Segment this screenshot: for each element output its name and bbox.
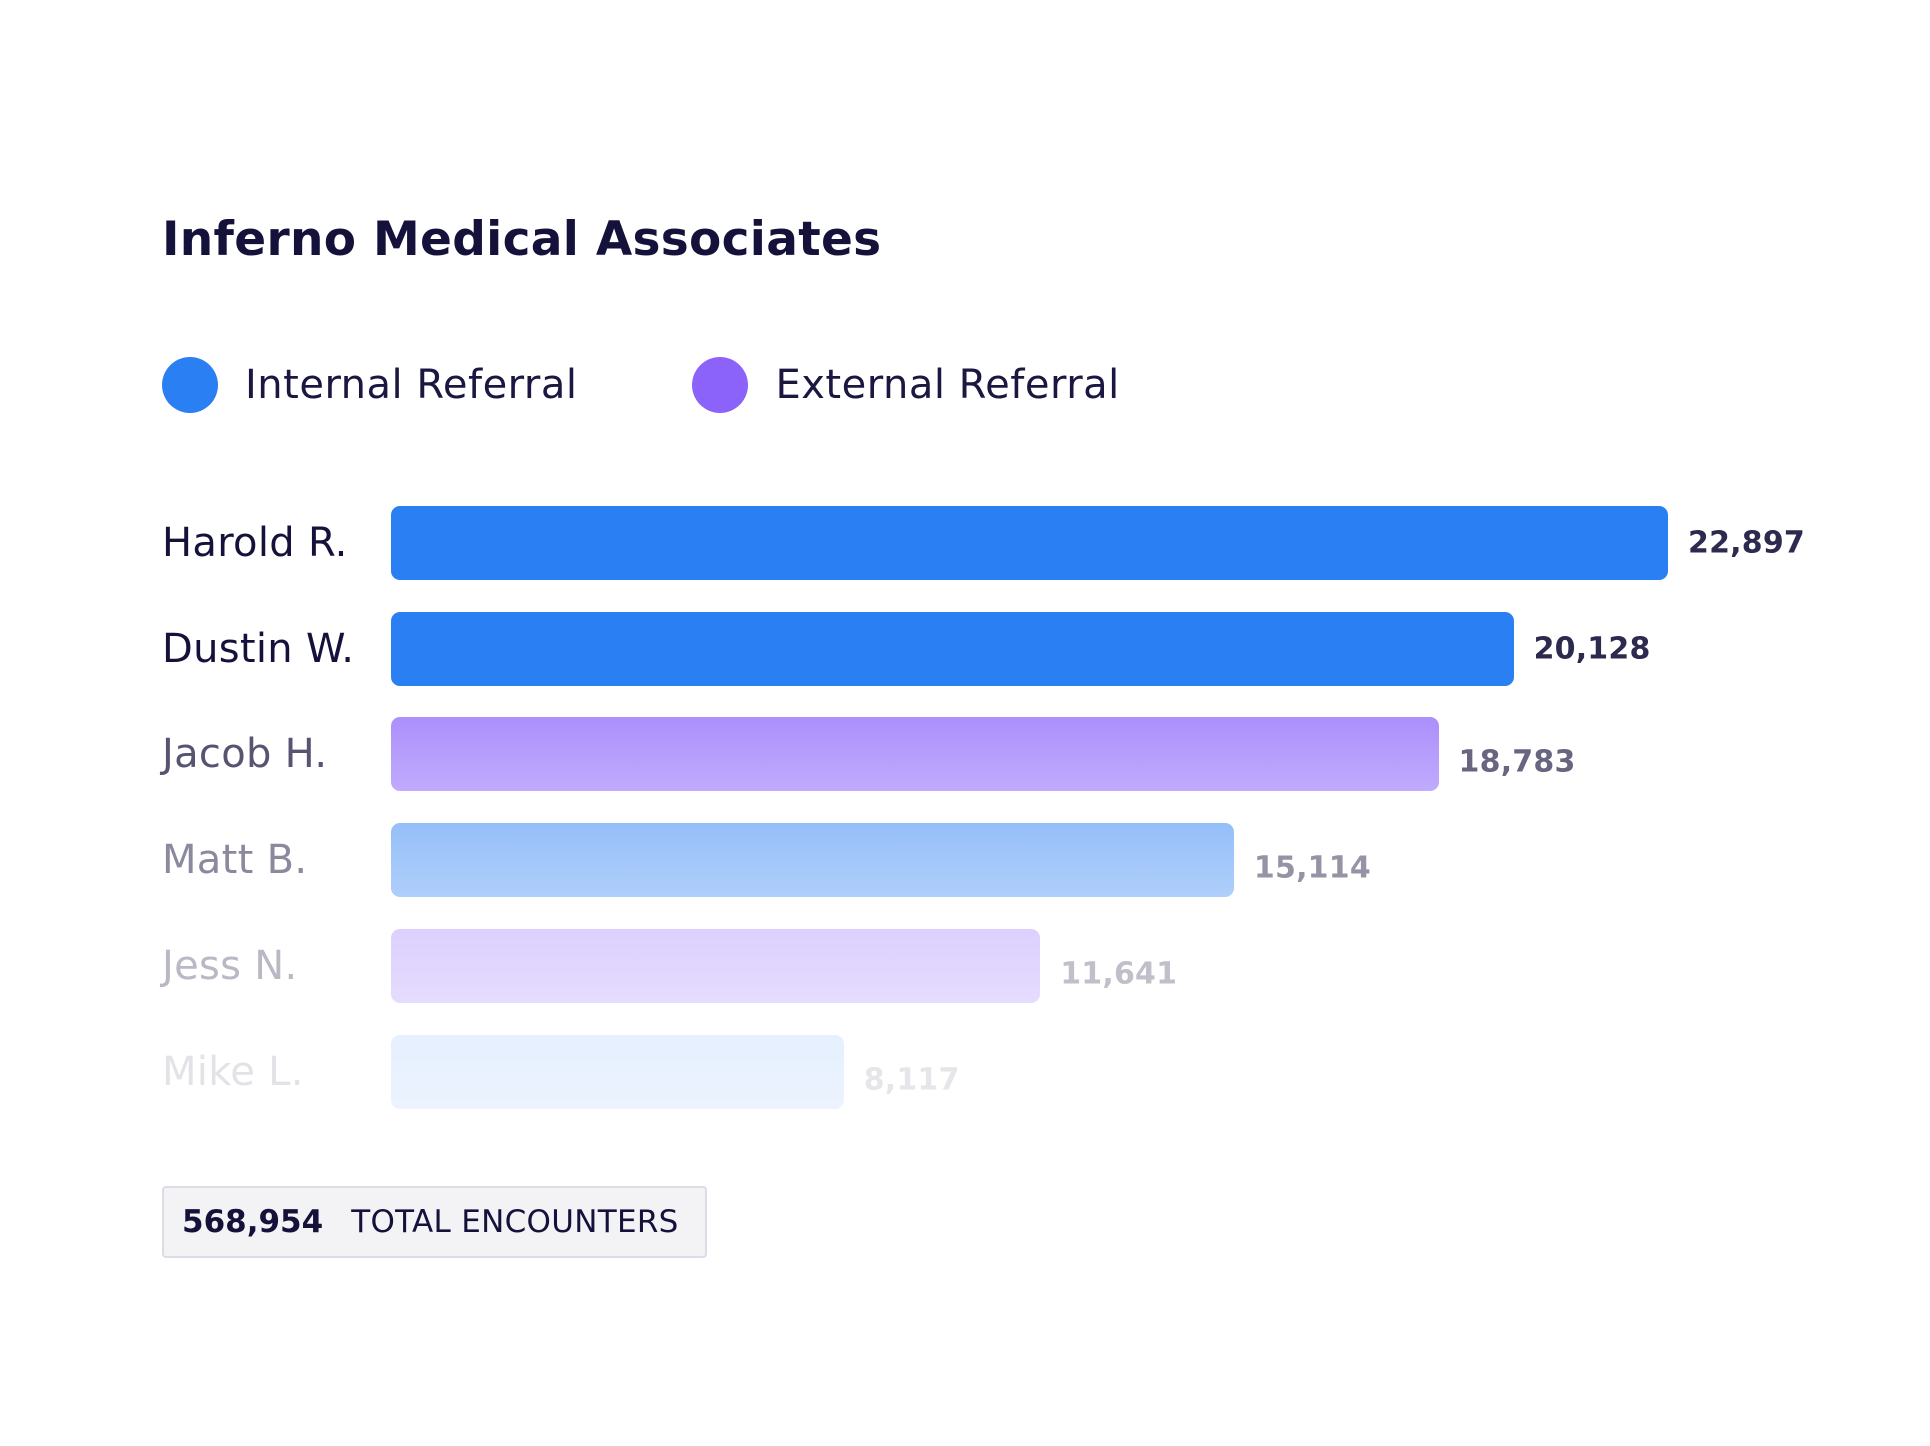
legend-dot-external — [692, 357, 749, 413]
legend-label-internal: Internal Referral — [245, 362, 578, 408]
bar[interactable] — [391, 506, 1668, 580]
total-encounters-value: 568,954 — [182, 1204, 324, 1240]
bar[interactable] — [391, 1034, 844, 1109]
value-label: 18,783 — [1458, 744, 1576, 780]
bar[interactable] — [391, 611, 1514, 686]
category-label: Harold R. — [162, 520, 348, 566]
category-label: Matt B. — [162, 837, 308, 884]
value-label: 8,117 — [863, 1062, 960, 1097]
category-label: Jacob H. — [162, 731, 328, 778]
chart-title: Inferno Medical Associates — [162, 212, 882, 267]
value-label: 20,128 — [1533, 631, 1651, 667]
value-label: 11,641 — [1060, 956, 1178, 992]
bar[interactable] — [391, 928, 1041, 1003]
bar[interactable] — [391, 717, 1439, 792]
total-encounters-badge: 568,954 TOTAL ENCOUNTERS — [162, 1186, 707, 1258]
legend-item-external[interactable]: External Referral — [692, 357, 1119, 413]
legend-item-internal[interactable]: Internal Referral — [162, 357, 577, 413]
bar[interactable] — [391, 823, 1234, 898]
legend: Internal Referral External Referral — [162, 355, 1235, 415]
category-label: Jess N. — [162, 942, 298, 989]
value-label: 22,897 — [1688, 525, 1805, 561]
category-label: Mike L. — [162, 1048, 304, 1095]
value-label: 15,114 — [1253, 850, 1371, 886]
total-encounters-label: TOTAL ENCOUNTERS — [351, 1204, 679, 1240]
legend-label-external: External Referral — [775, 362, 1120, 408]
category-label: Dustin W. — [162, 625, 355, 672]
legend-dot-internal — [162, 357, 218, 413]
